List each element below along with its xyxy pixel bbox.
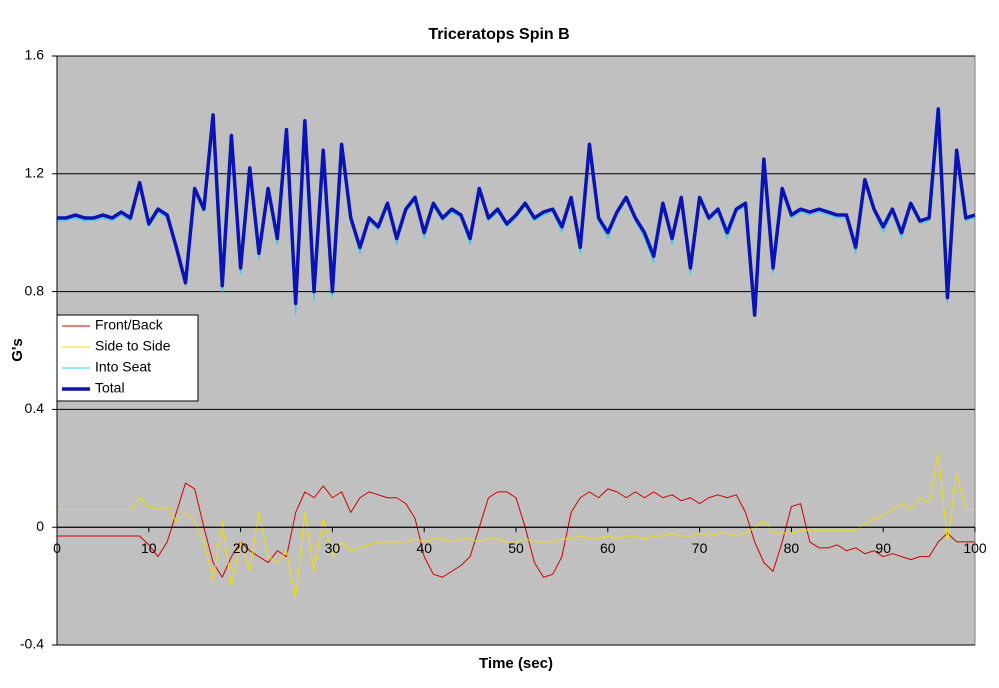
y-tick-label: 1.2 [25,165,45,181]
series-line [57,453,975,599]
legend: Front/Back Side to Side Into Seat Total [56,314,199,402]
x-tick-label: 70 [692,540,708,556]
x-tick-label: 20 [233,540,249,556]
series-lines [57,107,976,599]
x-axis-title: Time (sec) [479,655,553,672]
series-line [57,482,975,578]
x-tick-label: 90 [875,540,891,556]
x-tick-label: 80 [784,540,800,556]
y-tick-label: 0 [36,518,44,534]
legend-label: Into Seat [95,359,151,375]
legend-label: Total [95,380,125,396]
x-tick-label: 30 [325,540,341,556]
y-tick-label: 1.6 [25,47,45,63]
series-line [57,107,976,317]
y-tick-label: 0.4 [25,400,45,416]
legend-box [56,314,199,402]
x-tick-label: 100 [963,540,987,556]
x-tick-label: 60 [600,540,616,556]
y-tick-label: -0.4 [20,636,44,652]
y-axis-title: G's [9,338,26,362]
x-tick-label: 50 [508,540,524,556]
x-tick-label: 10 [141,540,157,556]
legend-label: Front/Back [95,317,164,333]
x-tick-label: 40 [416,540,432,556]
y-tick-label: 0.8 [25,282,45,298]
x-tick-label: 0 [53,540,61,556]
chart-title: Triceratops Spin B [428,26,569,43]
legend-label: Side to Side [95,338,171,354]
